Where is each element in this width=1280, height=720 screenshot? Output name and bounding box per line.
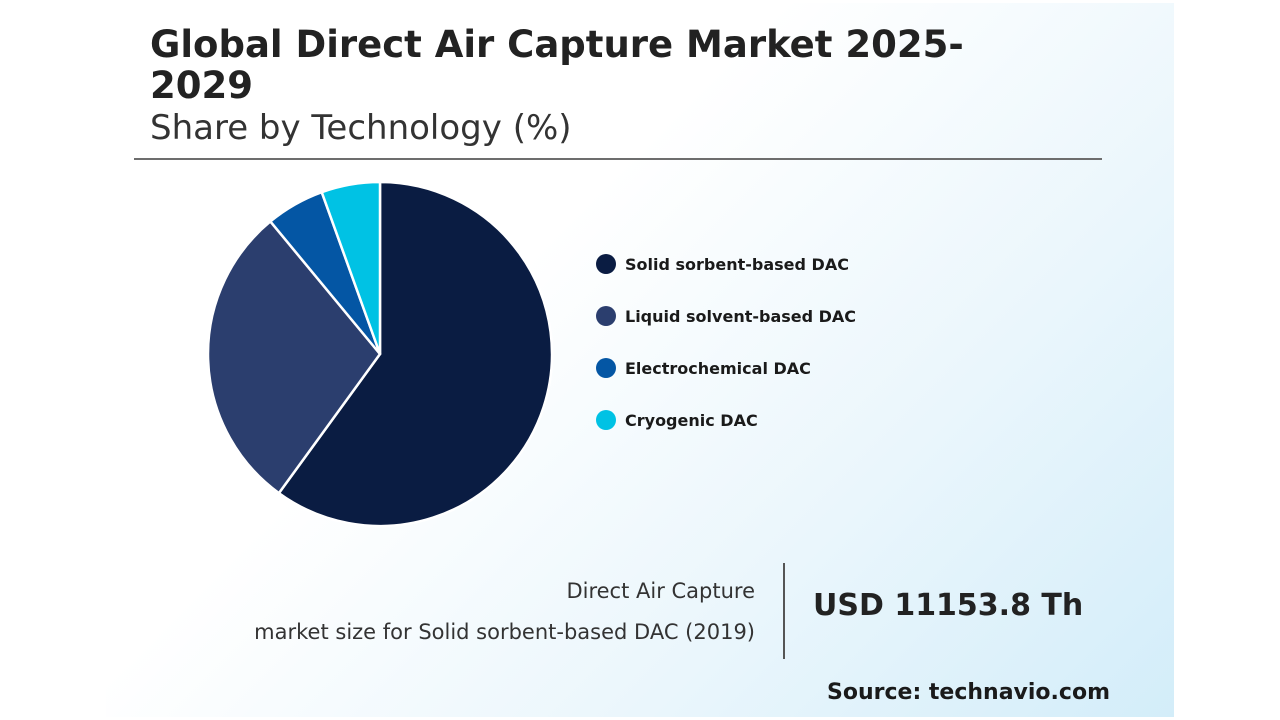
market-size-caption-line1: Direct Air Capture bbox=[566, 579, 755, 603]
market-size-caption-line2: market size for Solid sorbent-based DAC … bbox=[254, 620, 755, 644]
legend-item-electrochemical-dac: Electrochemical DAC bbox=[596, 356, 811, 380]
legend-label: Liquid solvent-based DAC bbox=[625, 306, 857, 326]
source-label: Source: technavio.com bbox=[827, 680, 1110, 705]
chart-title: Global Direct Air Capture Market 2025-20… bbox=[150, 23, 964, 107]
legend-label: Electrochemical DAC bbox=[625, 358, 811, 378]
legend-swatch bbox=[596, 358, 616, 378]
chart-card: Global Direct Air Capture Market 2025-20… bbox=[106, 3, 1174, 717]
legend-label: Solid sorbent-based DAC bbox=[625, 254, 849, 274]
legend-item-liquid-solvent-based-dac: Liquid solvent-based DAC bbox=[596, 304, 856, 328]
pie-slice-solid-sorbent-based-dac bbox=[277, 180, 554, 528]
vertical-separator bbox=[783, 563, 785, 659]
legend-label: Cryogenic DAC bbox=[625, 410, 758, 430]
title-divider bbox=[134, 158, 1102, 160]
legend-swatch bbox=[596, 254, 616, 274]
legend-swatch bbox=[596, 306, 616, 326]
pie-slice-liquid-solvent-based-dac bbox=[206, 220, 382, 495]
legend-item-solid-sorbent-based-dac: Solid sorbent-based DAC bbox=[596, 252, 849, 276]
legend-swatch bbox=[596, 410, 616, 430]
chart-subtitle: Share by Technology (%) bbox=[150, 108, 572, 148]
pie-chart bbox=[206, 180, 554, 528]
market-size-value: USD 11153.8 Th bbox=[813, 588, 1084, 623]
legend-item-cryogenic-dac: Cryogenic DAC bbox=[596, 408, 758, 432]
pie-slice-cryogenic-dac bbox=[320, 180, 382, 356]
